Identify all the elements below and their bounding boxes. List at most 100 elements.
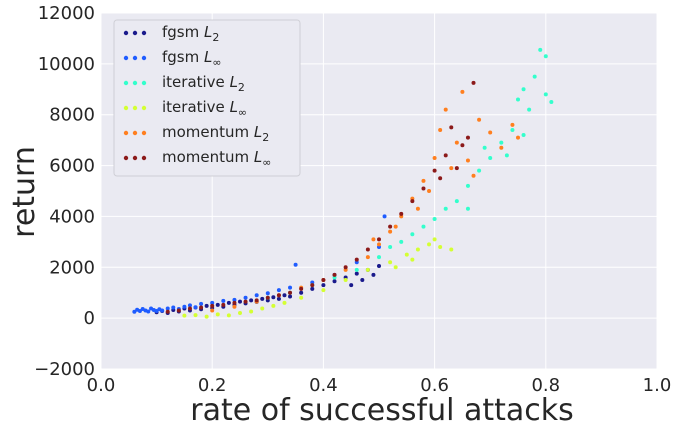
x-axis-label: rate of successful attacks [190, 393, 574, 428]
data-point [427, 242, 432, 247]
data-point [146, 309, 151, 314]
data-point [443, 107, 448, 112]
data-point [382, 214, 387, 219]
y-tick-label: 0 [84, 308, 95, 329]
grid-lines [100, 12, 658, 370]
data-point [460, 143, 465, 148]
data-point [410, 232, 415, 237]
data-point [310, 286, 315, 291]
data-point [210, 300, 215, 305]
data-point [438, 244, 443, 249]
data-point [204, 314, 209, 319]
data-point [371, 237, 376, 242]
y-tick-label: −2000 [34, 359, 95, 380]
data-point [165, 306, 170, 311]
y-tick-label: 12000 [38, 3, 95, 24]
data-point [371, 272, 376, 277]
x-tick-label: 0.0 [87, 375, 116, 396]
data-point [249, 298, 254, 303]
data-point [454, 166, 459, 171]
data-point [210, 308, 215, 313]
legend-item: momentum L2 [123, 123, 269, 144]
data-point [460, 89, 465, 94]
data-point [288, 294, 293, 299]
data-point [388, 244, 393, 249]
legend-marker [132, 55, 138, 61]
data-point [365, 255, 370, 260]
legend-marker [132, 80, 138, 86]
data-point [160, 308, 165, 313]
data-point [276, 288, 281, 293]
data-point [354, 267, 359, 272]
legend-marker [123, 80, 129, 86]
data-point [288, 290, 293, 295]
data-point [332, 279, 337, 284]
data-point [260, 296, 265, 301]
data-point [393, 224, 398, 229]
data-point [454, 199, 459, 204]
legend-marker [123, 30, 129, 36]
data-point [465, 183, 470, 188]
y-tick-label: 4000 [49, 206, 95, 227]
data-point [465, 158, 470, 163]
data-point [210, 303, 215, 308]
data-point [499, 140, 504, 145]
legend-marker [141, 80, 147, 86]
data-point [521, 133, 526, 138]
data-point [449, 125, 454, 130]
data-point [521, 87, 526, 92]
legend-box [113, 19, 301, 177]
y-tick-label: 8000 [49, 105, 95, 126]
data-point [365, 247, 370, 252]
legend-marker [141, 55, 147, 61]
data-point [254, 298, 259, 303]
legend-marker [123, 155, 129, 161]
legend-marker [141, 130, 147, 136]
data-point [226, 300, 231, 305]
legend-item: fgsm L2 [123, 23, 219, 44]
data-point [232, 297, 237, 302]
x-tick-labels: 0.0 0.2 0.4 0.6 0.8 1.0 [87, 375, 672, 396]
data-point [527, 107, 532, 112]
data-point [221, 302, 226, 307]
y-tick-labels: −2000 0 2000 4000 6000 8000 10000 12000 [34, 3, 95, 380]
data-point [182, 313, 187, 318]
data-point [393, 265, 398, 270]
data-point [343, 278, 348, 282]
x-tick-label: 1.0 [643, 375, 672, 396]
data-point [421, 178, 426, 183]
data-point [377, 264, 381, 269]
data-point [415, 206, 420, 211]
data-point [454, 140, 459, 145]
data-point [471, 173, 476, 178]
data-point [504, 153, 509, 158]
data-point [388, 224, 393, 229]
y-tick-label: 10000 [38, 54, 95, 75]
data-point [443, 206, 448, 211]
data-point [438, 176, 443, 181]
data-point [215, 302, 220, 307]
data-point [271, 295, 276, 300]
data-point [260, 306, 265, 311]
y-tick-label: 2000 [49, 257, 95, 278]
legend-items: fgsm L2 fgsm L∞ iterative L2 iterative L∞ mo… [123, 23, 271, 169]
data-point [265, 295, 270, 300]
data-point [187, 303, 192, 308]
data-point [299, 286, 304, 291]
data-point [321, 288, 326, 293]
data-point [238, 311, 242, 316]
data-point [349, 283, 354, 288]
data-point [443, 153, 448, 158]
data-point [499, 145, 504, 150]
data-point [288, 285, 293, 290]
legend-marker [123, 105, 129, 111]
data-point [360, 278, 365, 282]
data-point [432, 216, 437, 221]
data-point [232, 304, 237, 309]
data-point [204, 303, 209, 308]
legend-item: iterative L∞ [123, 98, 247, 119]
data-point [404, 252, 409, 257]
data-point [543, 92, 548, 97]
data-point [432, 168, 437, 173]
data-point [293, 262, 298, 267]
